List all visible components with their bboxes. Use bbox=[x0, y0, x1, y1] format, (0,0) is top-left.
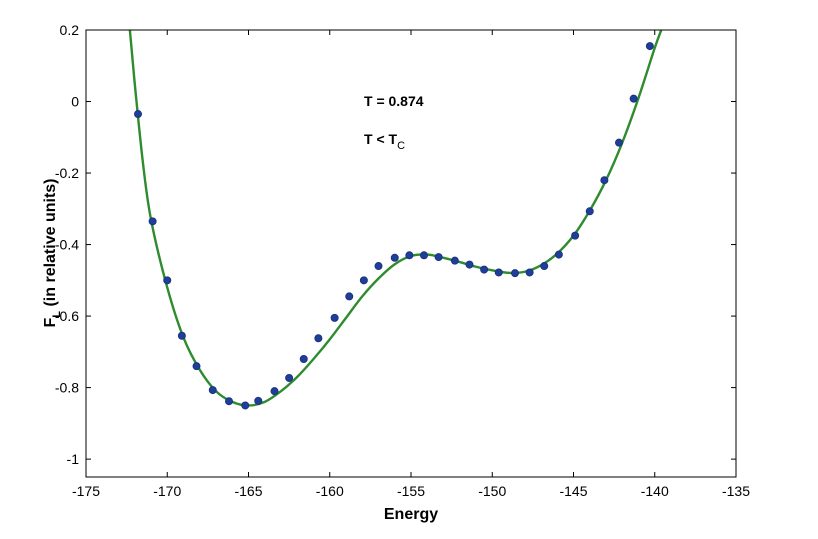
y-axis-title-rest: (in relative units) bbox=[42, 179, 59, 311]
y-axis-title-subscript: L bbox=[51, 311, 63, 318]
data-point bbox=[390, 253, 399, 262]
data-point bbox=[314, 334, 323, 343]
data-point bbox=[600, 176, 609, 185]
data-point bbox=[299, 354, 308, 363]
y-tick-label: -1 bbox=[67, 451, 80, 467]
data-point bbox=[177, 331, 186, 340]
y-axis-title-main: F bbox=[42, 317, 59, 327]
data-point bbox=[629, 94, 638, 103]
data-point bbox=[480, 265, 489, 274]
x-tick-label: -165 bbox=[234, 483, 262, 499]
data-point bbox=[645, 42, 654, 51]
x-axis-title: Energy bbox=[384, 506, 438, 523]
data-point bbox=[254, 396, 263, 405]
data-point bbox=[374, 262, 383, 271]
data-point bbox=[450, 256, 459, 265]
data-point bbox=[133, 110, 142, 119]
data-point bbox=[163, 276, 172, 285]
y-tick-label: -0.6 bbox=[55, 308, 79, 324]
data-point bbox=[345, 292, 354, 301]
data-point bbox=[571, 231, 580, 240]
x-tick-label: -155 bbox=[397, 483, 425, 499]
y-tick-label: -0.8 bbox=[55, 380, 79, 396]
axis-tick-labels: -175 -170 -165 -160 -155 -150 -145 -140 -135 0.2 0… bbox=[55, 22, 750, 499]
data-point bbox=[585, 207, 594, 216]
data-point bbox=[554, 250, 563, 259]
data-point bbox=[494, 268, 503, 277]
temperature-annotation: T = 0.874 bbox=[364, 93, 424, 109]
data-point bbox=[419, 251, 428, 260]
y-tick-label: -0.2 bbox=[55, 165, 79, 181]
data-point bbox=[615, 138, 624, 147]
data-point bbox=[241, 401, 250, 410]
critical-temp-annotation: T < TC bbox=[364, 131, 405, 152]
data-point bbox=[359, 276, 368, 285]
data-point bbox=[525, 268, 534, 277]
plot-content bbox=[128, 30, 663, 410]
y-tick-label: 0 bbox=[71, 94, 79, 110]
data-point bbox=[192, 362, 201, 371]
data-point bbox=[540, 262, 549, 271]
data-point bbox=[285, 373, 294, 382]
data-point bbox=[465, 260, 474, 269]
data-point bbox=[330, 313, 339, 322]
x-tick-label: -135 bbox=[722, 483, 750, 499]
x-tick-label: -175 bbox=[72, 483, 100, 499]
critical-temp-subscript: C bbox=[397, 140, 405, 152]
x-tick-label: -145 bbox=[559, 483, 587, 499]
data-points bbox=[133, 42, 654, 410]
data-point bbox=[434, 253, 443, 262]
data-point bbox=[510, 269, 519, 278]
data-point bbox=[270, 387, 279, 396]
x-tick-label: -160 bbox=[316, 483, 344, 499]
data-point bbox=[405, 251, 414, 260]
y-tick-label: -0.4 bbox=[55, 237, 79, 253]
plot-frame bbox=[85, 29, 737, 478]
x-tick-label: -140 bbox=[641, 483, 669, 499]
x-tick-label: -170 bbox=[153, 483, 181, 499]
data-point bbox=[208, 386, 217, 395]
data-point bbox=[148, 217, 157, 226]
y-axis-title: FL (in relative units) bbox=[42, 179, 63, 328]
data-point bbox=[224, 397, 233, 406]
x-tick-label: -150 bbox=[478, 483, 506, 499]
critical-temp-main: T < T bbox=[364, 131, 398, 147]
y-tick-label: 0.2 bbox=[60, 22, 80, 38]
